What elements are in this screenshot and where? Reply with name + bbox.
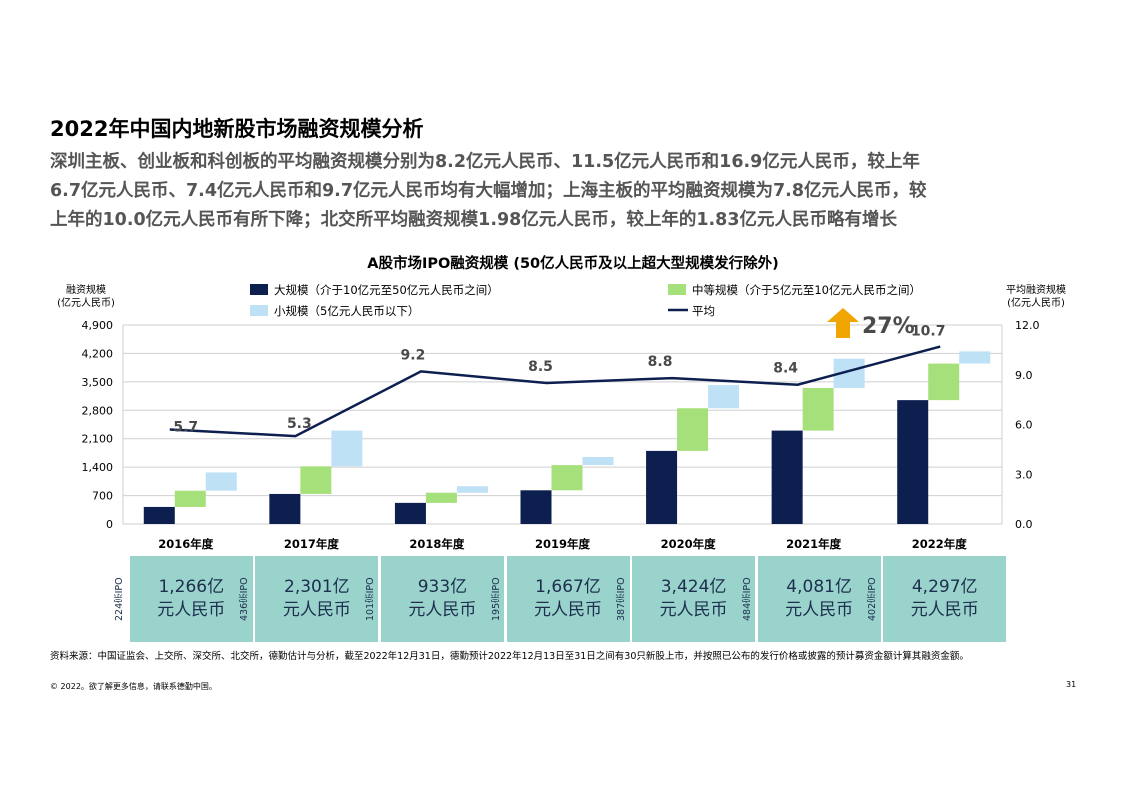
bar-large	[520, 490, 552, 524]
copyright: © 2022。欲了解更多信息，请联系德勤中国。	[50, 682, 217, 691]
bar-large	[897, 400, 929, 524]
left-axis-label-2: (亿元人民币)	[57, 296, 115, 309]
bar-small	[582, 456, 614, 466]
chart-title: A股市场IPO融资规模 (50亿人民币及以上超大型规模发行除外)	[367, 254, 779, 272]
left-axis-label-1: 融资规模	[66, 283, 106, 296]
subtitle-line-3: 上年的10.0亿元人民币有所下降；北交所平均融资规模1.98亿元人民币，较上年的…	[50, 210, 898, 230]
right-axis-label-2: (亿元人民币)	[1007, 296, 1065, 309]
category-label: 2016年度	[158, 537, 214, 551]
category-label: 2020年度	[661, 537, 717, 551]
right-tick-label: 9.0	[1015, 369, 1033, 382]
bar-small	[708, 385, 740, 409]
average-line-group: 5.7 5.3 9.2 8.5 8.8 8.4 10.7	[169, 324, 946, 438]
bar-medium	[802, 387, 834, 431]
right-tick-label: 3.0	[1015, 468, 1033, 481]
left-tick-label: 2,100	[82, 433, 114, 446]
legend-swatch-large	[250, 284, 268, 295]
legend-swatch-small	[250, 305, 268, 316]
right-tick-label: 6.0	[1015, 419, 1033, 432]
left-tick-label: 4,200	[82, 347, 114, 360]
right-axis-ticks: 0.0 3.0 6.0 9.0 12.0	[1015, 319, 1040, 531]
category-label: 2019年度	[535, 537, 591, 551]
subtitle-line-1: 深圳主板、创业板和科创板的平均融资规模分别为8.2亿元人民币、11.5亿元人民币…	[50, 152, 920, 172]
legend-label-small: 小规模（5亿元人民币以下）	[274, 304, 419, 318]
bar-medium	[425, 492, 457, 503]
legend-swatch-medium	[668, 284, 686, 295]
subtitle-line-2: 6.7亿元人民币、7.4亿元人民币和9.7亿元人民币均有大幅增加；上海主板的平均…	[50, 181, 927, 201]
average-label: 5.3	[287, 416, 312, 432]
bar-small	[959, 351, 991, 364]
page-title: 2022年中国内地新股市场融资规模分析	[50, 117, 424, 141]
legend-label-medium: 中等规模（介于5亿元至10亿元人民币之间）	[692, 283, 921, 297]
left-tick-label: 4,900	[82, 319, 114, 332]
left-axis-ticks: 0 700 1,400 2,100 2,800 3,500 4,200 4,900	[82, 319, 114, 531]
left-tick-label: 3,500	[82, 376, 114, 389]
bar-small	[456, 486, 488, 493]
growth-label: 27%	[862, 314, 915, 339]
page-number: 31	[1066, 680, 1077, 689]
bar-medium	[174, 490, 206, 507]
bar-medium	[928, 363, 960, 401]
subtitle: 深圳主板、创业板和科创板的平均融资规模分别为8.2亿元人民币、11.5亿元人民币…	[50, 148, 1090, 235]
bar-medium	[677, 408, 709, 451]
left-tick-label: 700	[92, 490, 113, 503]
category-label: 2018年度	[409, 537, 465, 551]
bar-small	[331, 430, 363, 467]
bar-large	[143, 506, 175, 524]
category-labels: 2016年度 2017年度 2018年度 2019年度 2020年度 2021年度 2022…	[158, 537, 967, 551]
category-label: 2017年度	[284, 537, 340, 551]
left-tick-label: 0	[106, 518, 113, 531]
source-note: 资料来源：中国证监会、上交所、深交所、北交所，德勤估计与分析，截至2022年12…	[50, 651, 969, 662]
left-tick-label: 1,400	[82, 461, 114, 474]
bar-medium	[551, 465, 583, 491]
bar-large	[394, 502, 426, 524]
right-tick-label: 12.0	[1015, 319, 1040, 332]
average-label: 8.4	[773, 361, 798, 377]
right-tick-label: 0.0	[1015, 518, 1033, 531]
right-axis-label-1: 平均融资规模	[1006, 283, 1066, 296]
category-label: 2022年度	[912, 537, 968, 551]
average-label: 9.2	[401, 347, 426, 363]
bar-large	[269, 493, 301, 524]
average-label: 10.7	[911, 324, 946, 340]
bar-medium	[300, 466, 332, 494]
legend-label-average: 平均	[692, 304, 715, 318]
bar-small	[205, 472, 237, 491]
gridlines	[122, 324, 1003, 525]
category-label: 2021年度	[786, 537, 842, 551]
bar-large	[771, 430, 803, 524]
legend-label-large: 大规模（介于10亿元至50亿元人民币之间）	[274, 283, 499, 297]
average-line	[169, 345, 941, 438]
average-label: 8.5	[528, 359, 553, 375]
bars	[143, 351, 991, 524]
average-label: 8.8	[648, 354, 673, 370]
growth-arrow-icon	[827, 308, 859, 338]
average-label: 5.7	[173, 419, 198, 435]
bar-large	[646, 450, 678, 524]
left-tick-label: 2,800	[82, 404, 114, 417]
